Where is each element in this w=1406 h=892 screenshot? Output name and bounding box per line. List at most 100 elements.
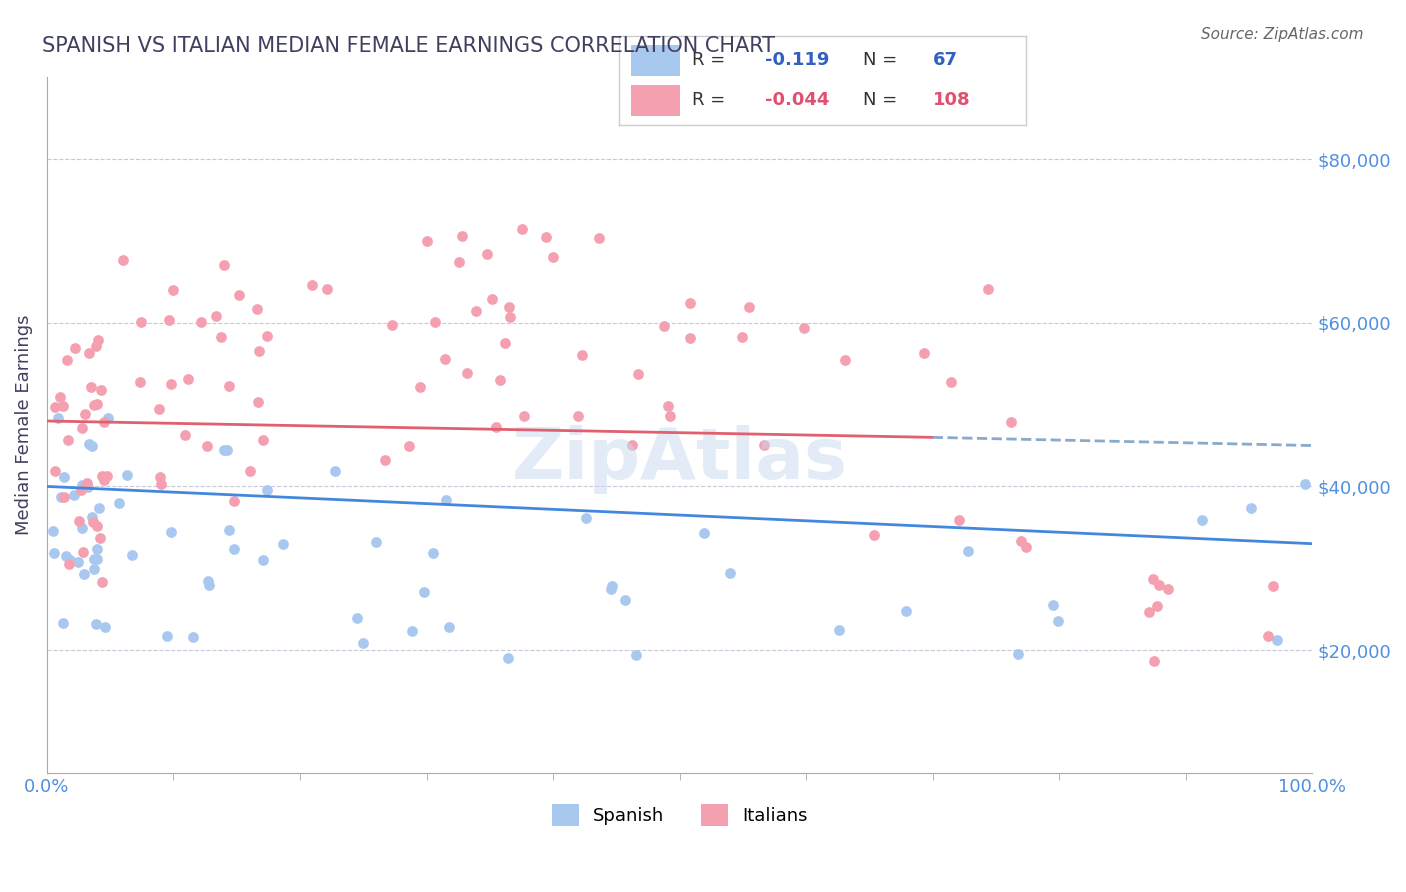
Text: N =: N = xyxy=(863,51,903,69)
Point xyxy=(53,470,76,484)
Point xyxy=(93,415,115,429)
Point xyxy=(828,623,851,637)
Point xyxy=(1011,533,1033,548)
Point xyxy=(1015,540,1038,554)
Point xyxy=(494,335,516,350)
Legend: Spanish, Italians: Spanish, Italians xyxy=(544,797,815,833)
Point xyxy=(73,567,96,582)
Point xyxy=(58,557,80,571)
Point xyxy=(1143,654,1166,668)
Point xyxy=(90,383,112,397)
Point xyxy=(977,282,1000,296)
Point xyxy=(83,398,105,412)
Point xyxy=(59,553,82,567)
Point xyxy=(1046,614,1069,628)
Point xyxy=(1156,582,1178,596)
Point xyxy=(614,593,637,607)
Point xyxy=(77,345,100,359)
Point xyxy=(42,524,65,539)
Point xyxy=(49,390,72,404)
Point xyxy=(212,443,235,458)
Point xyxy=(325,464,347,478)
Point xyxy=(1146,599,1168,614)
Point xyxy=(46,410,69,425)
Point xyxy=(79,437,101,451)
Point xyxy=(108,496,131,510)
Point xyxy=(177,372,200,386)
Text: Source: ZipAtlas.com: Source: ZipAtlas.com xyxy=(1201,27,1364,42)
Point xyxy=(1000,415,1022,429)
Point xyxy=(374,452,396,467)
Point xyxy=(624,648,647,663)
Point xyxy=(84,616,107,631)
Point xyxy=(1265,633,1288,648)
Point xyxy=(346,611,368,625)
Point xyxy=(485,420,508,434)
Point xyxy=(174,428,197,442)
Point xyxy=(252,553,274,567)
Point xyxy=(128,376,150,390)
Point xyxy=(218,379,240,393)
Point xyxy=(246,301,269,316)
Point xyxy=(456,366,478,380)
Point xyxy=(256,483,278,497)
Point xyxy=(652,318,675,333)
Point xyxy=(70,521,93,535)
Point xyxy=(834,353,856,368)
Point xyxy=(422,546,444,560)
Point xyxy=(315,282,337,296)
Point xyxy=(752,438,775,452)
Point xyxy=(513,409,536,424)
Point xyxy=(352,635,374,649)
Point xyxy=(222,541,245,556)
Point xyxy=(1191,513,1213,527)
Point xyxy=(499,310,522,325)
FancyBboxPatch shape xyxy=(631,45,681,76)
Point xyxy=(228,288,250,302)
Point xyxy=(181,630,204,644)
Point xyxy=(87,333,110,347)
Point xyxy=(409,380,432,394)
Point xyxy=(588,231,610,245)
Point xyxy=(398,439,420,453)
FancyBboxPatch shape xyxy=(631,85,681,116)
Point xyxy=(195,439,218,453)
Point xyxy=(679,331,702,345)
Point xyxy=(111,252,134,267)
Point xyxy=(197,574,219,588)
Point xyxy=(218,523,240,537)
Point xyxy=(718,566,741,580)
Text: R =: R = xyxy=(692,91,731,109)
Point xyxy=(157,313,180,327)
Point xyxy=(198,578,221,592)
Point xyxy=(738,300,761,314)
Point xyxy=(67,555,90,569)
Point xyxy=(252,433,274,447)
Text: -0.119: -0.119 xyxy=(765,51,830,69)
Point xyxy=(567,409,589,423)
Point xyxy=(381,318,404,332)
Point xyxy=(156,629,179,643)
Point xyxy=(55,549,77,564)
Point xyxy=(1007,648,1029,662)
Point xyxy=(51,490,73,504)
Point xyxy=(621,437,644,451)
Point xyxy=(481,293,503,307)
Point xyxy=(534,229,557,244)
Point xyxy=(1294,476,1316,491)
Point xyxy=(1240,501,1263,516)
Point xyxy=(912,346,935,360)
Point xyxy=(451,228,474,243)
Point xyxy=(364,535,387,549)
Point xyxy=(731,330,754,344)
Point xyxy=(149,470,172,484)
Point xyxy=(56,434,79,448)
Point xyxy=(1257,629,1279,643)
Point xyxy=(657,399,679,413)
Point xyxy=(72,545,94,559)
Text: N =: N = xyxy=(863,91,903,109)
Point xyxy=(91,468,114,483)
Point xyxy=(693,526,716,541)
Point xyxy=(238,464,260,478)
Point xyxy=(93,474,115,488)
